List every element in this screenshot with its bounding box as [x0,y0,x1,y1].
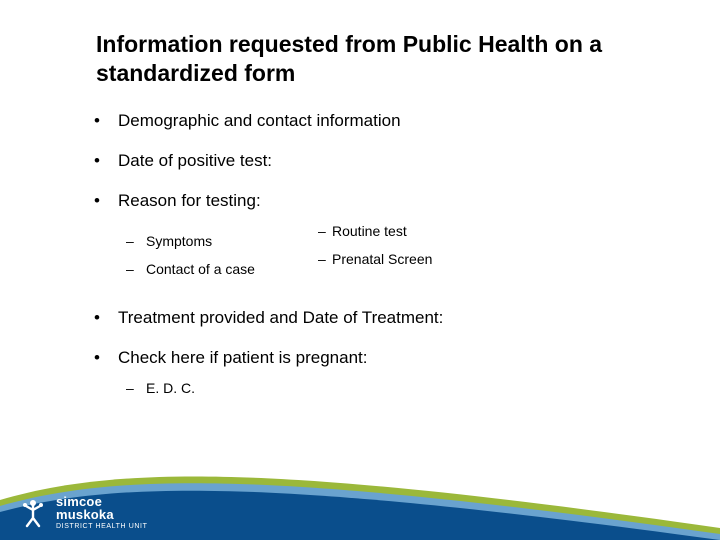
list-item-text: Reason for testing: [118,191,261,210]
list-item: Demographic and contact information [90,110,650,132]
logo-icon [18,498,48,528]
logo-text: simcoe muskoka DISTRICT HEALTH UNIT [56,495,147,530]
sub-item: Prenatal Screen [318,250,518,268]
sub-item-text: Routine test [332,223,407,239]
list-item: Date of positive test: [90,150,650,172]
list-item-text: Demographic and contact information [118,111,401,130]
slide: Information requested from Public Health… [0,0,720,540]
list-item-text: Date of positive test: [118,151,272,170]
slide-content: Demographic and contact information Date… [90,110,650,415]
logo-line2: muskoka [56,508,147,521]
sub-item-text: Symptoms [146,233,212,249]
list-item: Reason for testing: Symptoms Contact of … [90,190,650,288]
sub-item-text: Contact of a case [146,261,255,277]
sub-col-b: Routine test Prenatal Screen [318,222,518,288]
slide-title: Information requested from Public Health… [96,30,656,88]
bullet-list: Demographic and contact information Date… [90,110,650,397]
list-item: Check here if patient is pregnant: E. D.… [90,347,650,397]
list-item: Treatment provided and Date of Treatment… [90,307,650,329]
footer: simcoe muskoka DISTRICT HEALTH UNIT [0,460,720,540]
sub-list: E. D. C. [118,379,650,397]
sub-col-a: Symptoms Contact of a case [118,232,318,288]
sub-item: Contact of a case [118,260,318,278]
sub-item: Routine test [318,222,518,240]
sub-item-text: Prenatal Screen [332,251,432,267]
brand-logo: simcoe muskoka DISTRICT HEALTH UNIT [18,495,147,530]
list-item-text: Check here if patient is pregnant: [118,348,367,367]
sub-item: E. D. C. [118,379,650,397]
sub-item: Symptoms [118,232,318,250]
sub-two-col: Symptoms Contact of a case Routine test … [118,222,650,288]
list-item-text: Treatment provided and Date of Treatment… [118,308,443,327]
logo-line3: DISTRICT HEALTH UNIT [56,523,147,530]
sub-item-text: E. D. C. [146,380,195,396]
